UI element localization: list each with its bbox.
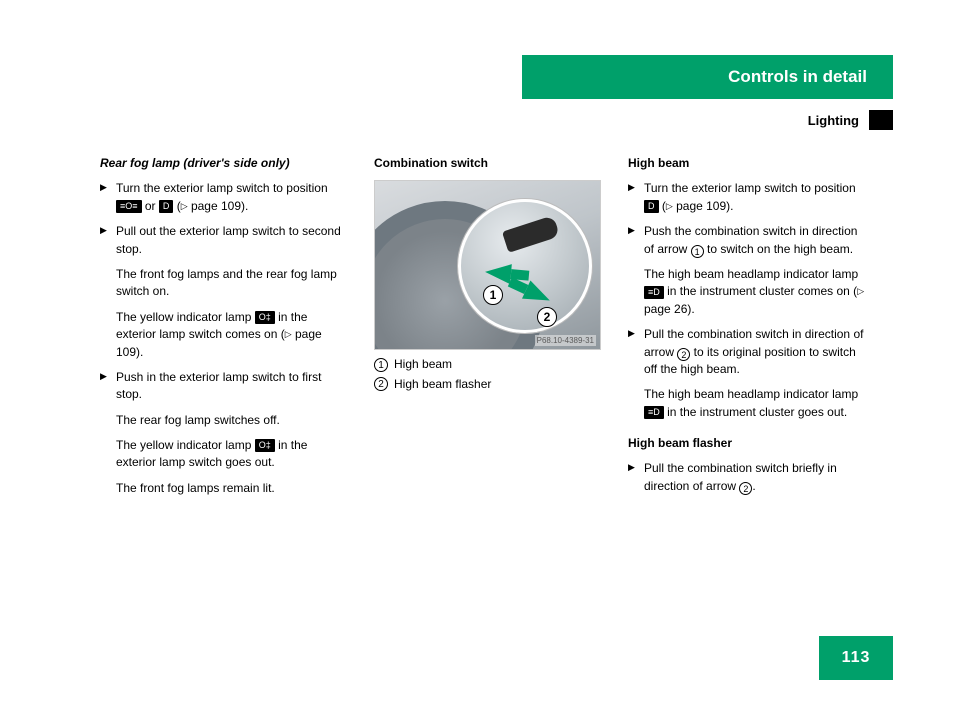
heading-hb-flasher: High beam flasher [628, 435, 868, 452]
section-subheader: Lighting [808, 110, 893, 130]
headlamp-icon: D [159, 200, 174, 213]
hb-result-off: The high beam headlamp indicator lamp ≡D… [628, 386, 868, 421]
section-marker-box [869, 110, 893, 130]
heading-high-beam: High beam [628, 155, 868, 172]
heading-rear-fog: Rear fog lamp (driver's side only) [100, 155, 346, 172]
page-ref-icon: ▷ [857, 286, 864, 296]
image-id-label: P68.10-4389-31 [535, 335, 596, 347]
result-rear-off: The rear fog lamp switches off. [100, 412, 346, 429]
procedure-list-2: Push in the exterior lamp switch to firs… [100, 369, 346, 404]
page-ref-icon: ▷ [285, 329, 292, 339]
procedure-list: Turn the exterior lamp switch to positio… [100, 180, 346, 258]
page-ref-icon: ▷ [666, 201, 673, 211]
circled-2-icon: 2 [739, 482, 752, 495]
hb-step-push: Push the combination switch in direction… [628, 223, 868, 258]
hbf-procedure: Pull the combination switch briefly in d… [628, 460, 868, 495]
manual-page: Controls in detail Lighting Rear fog lam… [0, 0, 954, 716]
zoom-lens-graphic [458, 199, 592, 333]
circled-1-icon: 1 [691, 245, 704, 258]
result-front-lit: The front fog lamps remain lit. [100, 480, 346, 497]
result-fog-on: The front fog lamps and the rear fog lam… [100, 266, 346, 301]
chapter-header-bar: Controls in detail [522, 55, 893, 99]
legend-row-1: 1 High beam [374, 356, 600, 373]
legend-row-2: 2 High beam flasher [374, 376, 600, 393]
page-number-box: 113 [819, 636, 893, 680]
fog-rear-icon: O‡ [255, 439, 275, 452]
figure-legend: 1 High beam 2 High beam flasher [374, 356, 600, 393]
hbf-step-pull: Pull the combination switch briefly in d… [628, 460, 868, 495]
fog-rear-icon: O‡ [255, 311, 275, 324]
combination-switch-figure: 1 2 P68.10-4389-31 [374, 180, 601, 350]
hb-step-turn: Turn the exterior lamp switch to positio… [628, 180, 868, 215]
chapter-title: Controls in detail [728, 67, 867, 87]
legend-num-2: 2 [374, 377, 388, 391]
circled-2-icon: 2 [677, 348, 690, 361]
legend-num-1: 1 [374, 358, 388, 372]
content-columns: Rear fog lamp (driver's side only) Turn … [100, 155, 868, 505]
page-number: 113 [842, 649, 871, 667]
headlamp-icon: D [644, 200, 659, 213]
step-pull-out: Pull out the exterior lamp switch to sec… [100, 223, 346, 258]
section-title: Lighting [808, 113, 859, 128]
column-rear-fog-lamp: Rear fog lamp (driver's side only) Turn … [100, 155, 346, 505]
result-yellow-off: The yellow indicator lamp O‡ in the exte… [100, 437, 346, 472]
high-beam-icon: ≡D [644, 406, 664, 419]
legend-label-2: High beam flasher [394, 376, 491, 393]
hb-result-on: The high beam headlamp indicator lamp ≡D… [628, 266, 868, 318]
heading-combo-switch: Combination switch [374, 155, 600, 172]
result-yellow-on: The yellow indicator lamp O‡ in the exte… [100, 309, 346, 361]
legend-label-1: High beam [394, 356, 452, 373]
high-beam-icon: ≡D [644, 286, 664, 299]
page-ref-icon: ▷ [181, 201, 188, 211]
column-combination-switch: Combination switch 1 2 P68.10-4389-31 1 … [374, 155, 600, 505]
column-high-beam: High beam Turn the exterior lamp switch … [628, 155, 868, 505]
step-turn-switch: Turn the exterior lamp switch to positio… [100, 180, 346, 215]
hb-procedure: Turn the exterior lamp switch to positio… [628, 180, 868, 258]
step-push-in: Push in the exterior lamp switch to firs… [100, 369, 346, 404]
arrow-1-graphic [484, 262, 512, 284]
fog-front-icon: ≡O≡ [116, 200, 142, 213]
hb-step-pull: Pull the combination switch in direction… [628, 326, 868, 378]
hb-procedure-2: Pull the combination switch in direction… [628, 326, 868, 378]
